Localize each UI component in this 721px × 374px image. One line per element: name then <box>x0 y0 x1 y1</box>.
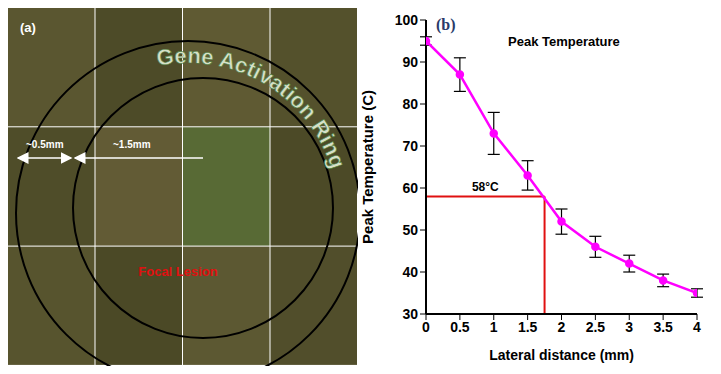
svg-text:Peak Temperature (C): Peak Temperature (C) <box>359 90 376 244</box>
svg-text:1: 1 <box>490 319 498 335</box>
svg-text:58°C: 58°C <box>472 180 499 194</box>
svg-text:4: 4 <box>693 319 701 335</box>
svg-text:1.5: 1.5 <box>518 319 538 335</box>
svg-text:~1.5mm: ~1.5mm <box>113 139 151 150</box>
svg-text:80: 80 <box>402 96 418 112</box>
svg-text:2.5: 2.5 <box>586 319 606 335</box>
svg-text:(a): (a) <box>20 20 36 35</box>
svg-text:Focal Lesion: Focal Lesion <box>138 264 218 279</box>
svg-text:~0.5mm: ~0.5mm <box>26 139 64 150</box>
svg-text:2: 2 <box>558 319 566 335</box>
html-text:(b): (b) <box>436 16 456 33</box>
svg-text:0.5: 0.5 <box>450 319 470 335</box>
svg-text:30: 30 <box>402 306 418 322</box>
svg-text:Gene Activation Ring: Gene Activation Ring <box>155 43 351 172</box>
svg-text:Lateral distance (mm): Lateral distance (mm) <box>489 347 634 363</box>
svg-text:0: 0 <box>422 319 430 335</box>
svg-text:40: 40 <box>402 264 418 280</box>
svg-text:50: 50 <box>402 222 418 238</box>
svg-text:100: 100 <box>395 12 419 28</box>
svg-text:90: 90 <box>402 54 418 70</box>
svg-text:60: 60 <box>402 180 418 196</box>
svg-text:3.5: 3.5 <box>653 319 673 335</box>
svg-text:3: 3 <box>625 319 633 335</box>
svg-text:70: 70 <box>402 138 418 154</box>
html-text:Peak Temperature: Peak Temperature <box>508 34 620 49</box>
